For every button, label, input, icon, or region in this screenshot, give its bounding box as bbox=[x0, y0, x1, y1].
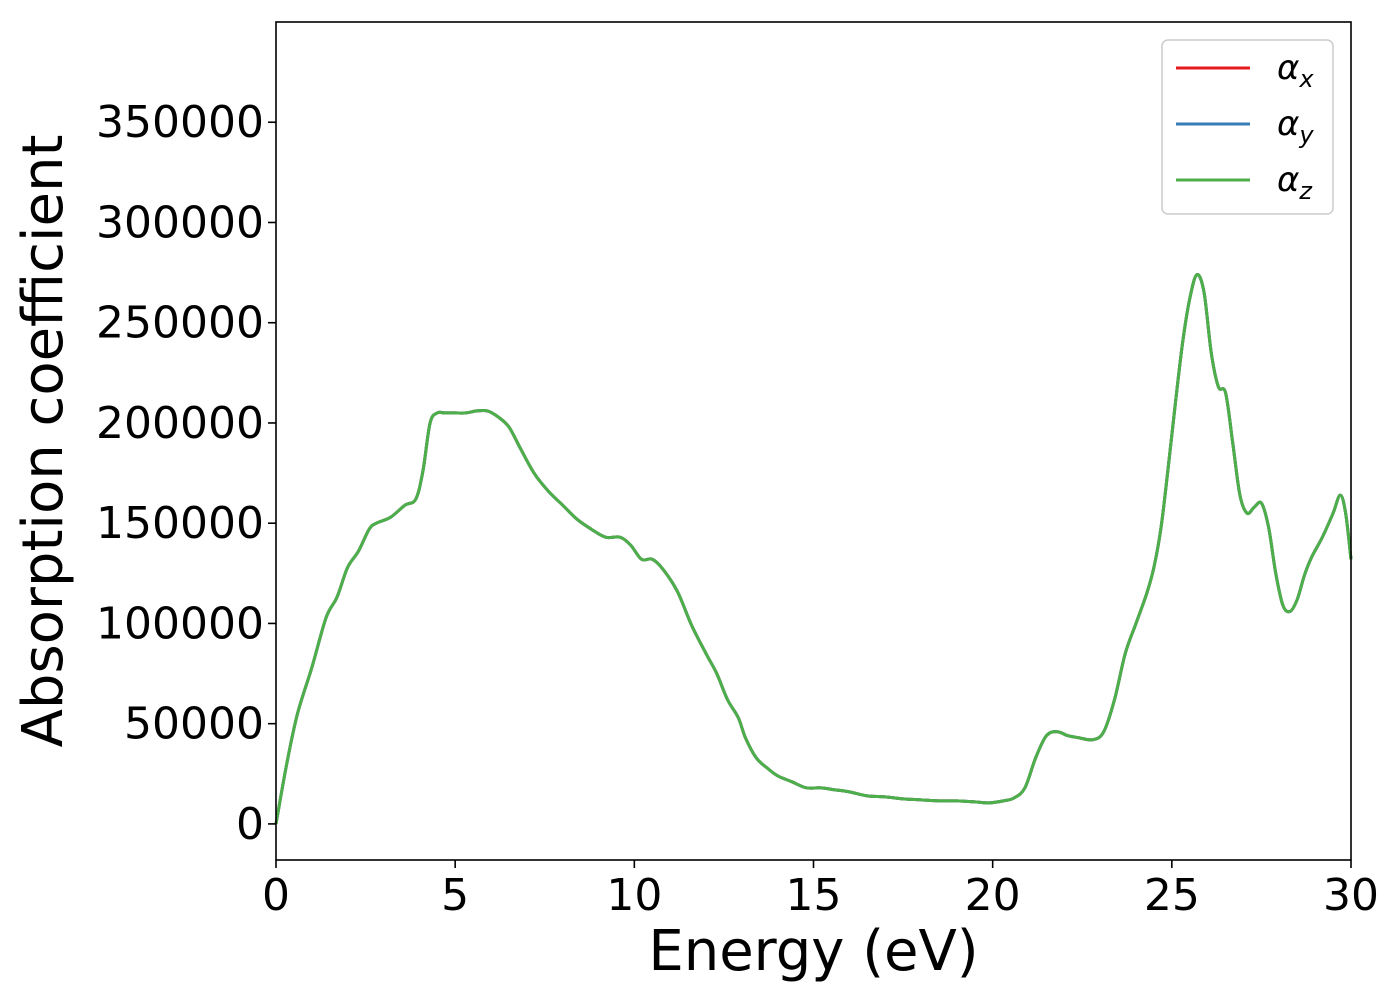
x-tick-label: 5 bbox=[441, 870, 469, 921]
legend-label-y: αy bbox=[1277, 104, 1314, 149]
x-tick-label: 10 bbox=[606, 870, 662, 921]
series-layer bbox=[274, 273, 1353, 825]
y-tick-label: 0 bbox=[236, 799, 264, 850]
y-tick-label: 50000 bbox=[124, 699, 264, 750]
legend: αx αy αz bbox=[1161, 39, 1334, 215]
x-tick-label: 15 bbox=[786, 870, 842, 921]
y-tick-label: 150000 bbox=[96, 498, 264, 549]
y-tick-label: 350000 bbox=[96, 97, 264, 148]
legend-label-z: αz bbox=[1277, 160, 1313, 205]
y-tick-label: 250000 bbox=[96, 298, 264, 349]
legend-box bbox=[1161, 39, 1334, 215]
series-line-z bbox=[274, 273, 1353, 825]
legend-label-x: αx bbox=[1277, 48, 1314, 93]
legend-items: αx αy αz bbox=[1176, 48, 1314, 205]
y-tick-label: 100000 bbox=[96, 598, 264, 649]
x-axis-title: Energy (eV) bbox=[648, 919, 978, 984]
x-tick-label: 25 bbox=[1144, 870, 1200, 921]
y-axis-title: Absorption coefficient bbox=[11, 135, 76, 748]
x-tick-label: 0 bbox=[262, 870, 290, 921]
x-tick-label: 20 bbox=[965, 870, 1021, 921]
ticks-layer: 0 5 10 15 20 25 30 0 50000 100000 150000 200000 2500… bbox=[96, 97, 1379, 921]
x-tick-label: 30 bbox=[1323, 870, 1379, 921]
y-tick-label: 300000 bbox=[96, 197, 264, 248]
y-tick-label: 200000 bbox=[96, 398, 264, 449]
